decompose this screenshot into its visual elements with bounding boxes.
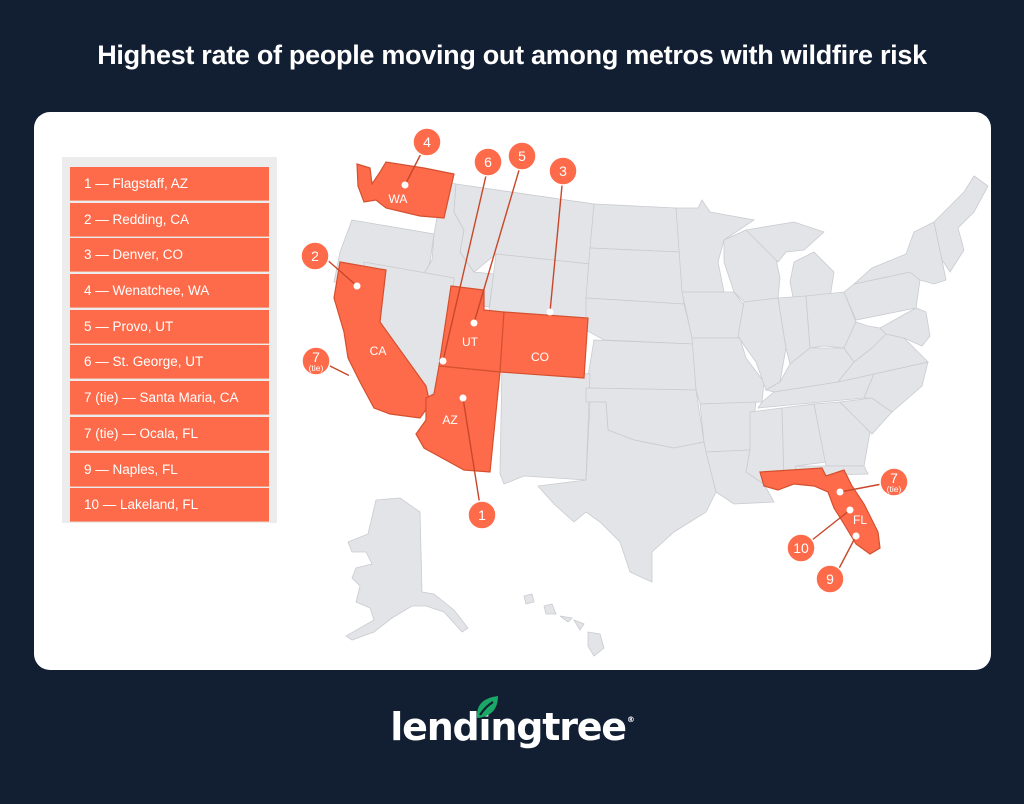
badge-7-tie-santa-maria: 7 (tie) [301, 346, 331, 376]
label-ut: UT [462, 335, 479, 349]
state-co [499, 311, 589, 379]
state-ne [585, 297, 695, 345]
legend-item: 9 — Naples, FL [70, 452, 269, 487]
state-ca [333, 261, 431, 419]
registered-mark: ® [626, 715, 635, 724]
svg-text:10: 10 [793, 540, 809, 556]
label-wa: WA [389, 192, 408, 206]
legend-item: 7 (tie) — Santa Maria, CA [70, 381, 269, 416]
legend-item: 10 — Lakeland, FL [70, 488, 269, 523]
lendingtree-logo: lendingtree® [0, 696, 1024, 749]
legend-item: 5 — Provo, UT [70, 309, 269, 344]
svg-text:2: 2 [311, 248, 319, 264]
state-md-de-nj [879, 307, 931, 347]
state-ar [699, 401, 757, 453]
map-card: WA CA UT CO AZ FL 4 2 6 5 [34, 112, 991, 670]
badge-9: 9 [815, 564, 845, 594]
badge-1: 1 [467, 500, 497, 530]
metro-dots [348, 181, 860, 540]
badge-3: 3 [548, 156, 578, 186]
state-hi [523, 593, 605, 657]
legend-item: 4 — Wenatchee, WA [70, 274, 269, 309]
dot-provo [470, 319, 478, 327]
legend-item: 2 — Redding, CA [70, 202, 269, 237]
legend-item: 7 (tie) — Ocala, FL [70, 416, 269, 451]
dot-naples [852, 532, 860, 540]
ranking-legend: 1 — Flagstaff, AZ 2 — Redding, CA 3 — De… [62, 157, 277, 523]
state-fl [759, 467, 881, 555]
state-mo [691, 337, 765, 405]
dot-redding [353, 282, 361, 290]
us-map: WA CA UT CO AZ FL 4 2 6 5 [300, 127, 989, 657]
dot-st-george [439, 357, 447, 365]
state-nd [589, 203, 681, 253]
svg-text:1: 1 [478, 507, 486, 523]
state-ia [681, 291, 747, 339]
svg-text:6: 6 [484, 154, 492, 170]
leaf-icon [477, 696, 499, 718]
state-sc [839, 397, 893, 435]
label-fl: FL [853, 513, 867, 527]
rank-badges: 4 2 6 5 3 7 (tie) [300, 127, 909, 594]
state-tx [537, 401, 717, 583]
dot-lakeland [846, 506, 854, 514]
svg-text:4: 4 [423, 134, 431, 150]
label-az: AZ [442, 413, 457, 427]
dot-ocala [836, 488, 844, 496]
svg-text:7: 7 [312, 349, 320, 365]
badge-4: 4 [412, 127, 442, 157]
svg-text:(tie): (tie) [887, 484, 902, 494]
dot-santa-maria [348, 373, 356, 381]
svg-text:(tie): (tie) [309, 363, 324, 373]
state-wa [356, 161, 455, 219]
highlighted-states [333, 161, 881, 555]
state-new-england [933, 175, 989, 273]
label-co: CO [531, 350, 549, 364]
state-ak [345, 497, 469, 641]
state-labels: WA CA UT CO AZ FL [370, 192, 868, 527]
dot-wenatchee [401, 181, 409, 189]
legend-item: 6 — St. George, UT [70, 345, 269, 380]
logo-text: lendingtree [390, 705, 627, 749]
us-base-states [333, 175, 989, 583]
badge-10: 10 [786, 533, 816, 563]
badge-7-tie-ocala: 7 (tie) [879, 467, 909, 497]
state-ks [585, 339, 697, 391]
alaska-hawaii [345, 497, 605, 657]
badge-6: 6 [473, 147, 503, 177]
legend-item: 3 — Denver, CO [70, 238, 269, 273]
state-sd [585, 247, 685, 305]
svg-text:9: 9 [826, 571, 834, 587]
svg-text:3: 3 [559, 163, 567, 179]
badge-2: 2 [300, 241, 330, 271]
legend-item: 1 — Flagstaff, AZ [70, 167, 269, 201]
badge-5: 5 [507, 141, 537, 171]
page-title: Highest rate of people moving out among … [97, 40, 927, 70]
label-ca: CA [370, 344, 387, 358]
svg-text:7: 7 [890, 470, 898, 486]
dot-flagstaff [459, 394, 467, 402]
state-nm [499, 365, 591, 485]
svg-text:5: 5 [518, 148, 526, 164]
dot-denver [546, 308, 554, 316]
state-az [415, 365, 501, 473]
